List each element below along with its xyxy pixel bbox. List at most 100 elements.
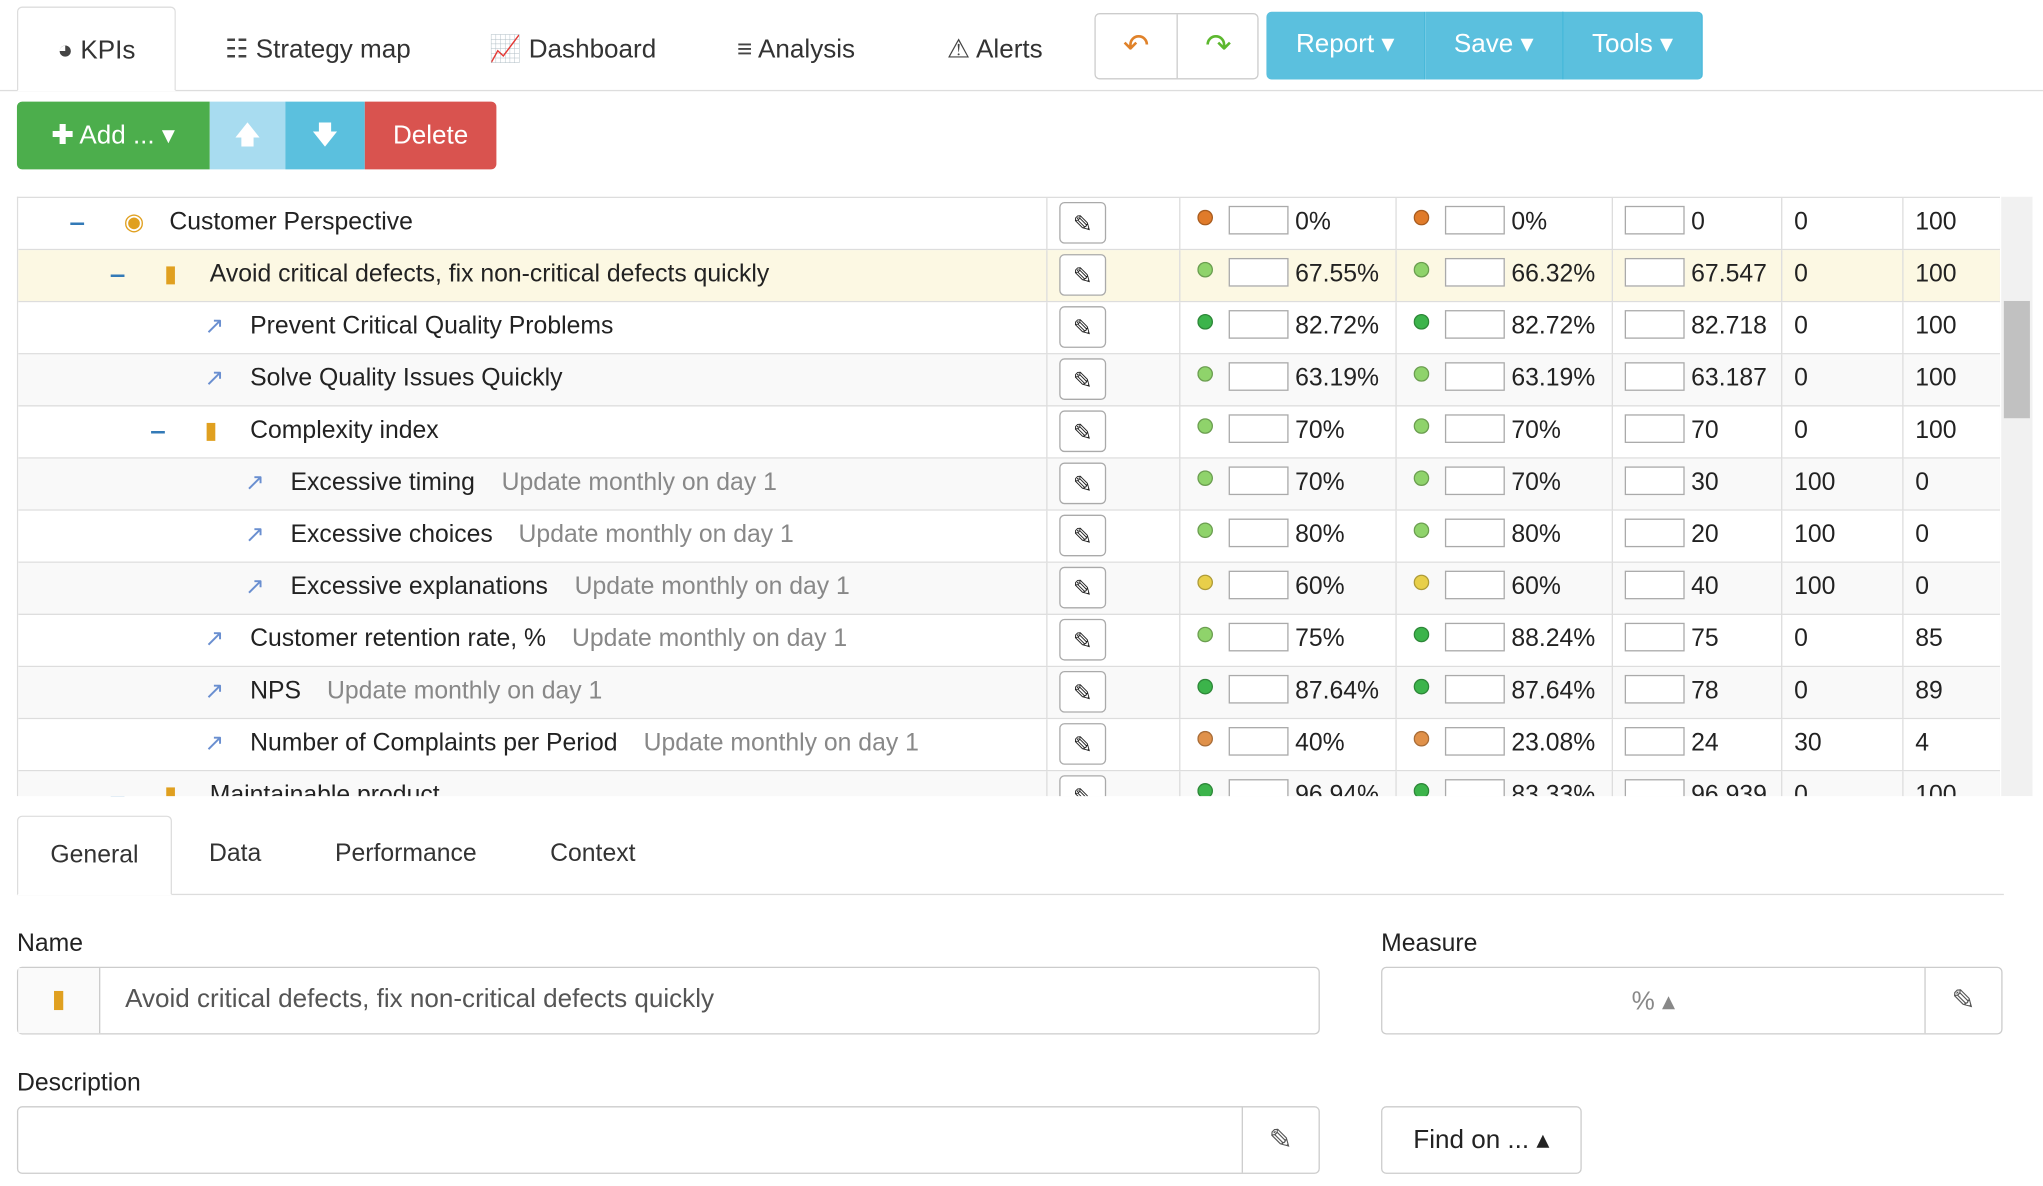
table-row[interactable]: ↗ Excessive choices Update monthly on day … — [18, 510, 2000, 563]
menu-button[interactable]: Tools ▾ — [1563, 11, 1703, 80]
kpi-name[interactable]: Customer Perspective — [169, 208, 413, 236]
details-tab[interactable]: Context — [550, 840, 636, 868]
kpi-name[interactable]: Excessive choices — [290, 521, 493, 549]
cell — [1047, 198, 1181, 251]
toolbar-tab[interactable]: 📈 Dashboard — [489, 35, 657, 64]
bar-box — [1624, 727, 1685, 756]
menu-button[interactable]: Save ▾ — [1425, 11, 1564, 80]
table-row[interactable]: ↗ Solve Quality Issues Quickly ✎ 63.19% 63.1… — [18, 354, 2000, 407]
table-row[interactable]: ‒ ◉ Customer Perspective ✎ 0% 0% 0 0 100 — [18, 198, 2000, 251]
status-dot — [1413, 522, 1430, 539]
description-edit[interactable]: ✎ — [1241, 1107, 1319, 1173]
cell — [1396, 719, 1613, 772]
table-row[interactable]: ↗ Prevent Critical Quality Problems ✎ 82.72… — [18, 302, 2000, 355]
cell-value: 100 — [1794, 521, 1836, 549]
table-row[interactable]: ↗ Excessive timing Update monthly on day 1… — [18, 458, 2000, 511]
kpi-name[interactable]: Excessive timing — [290, 469, 475, 497]
edit-button[interactable]: ✎ — [1059, 410, 1107, 453]
table-row[interactable]: ‒ ▮ Maintainable product ✎ 96.94% 83.33% 96.93… — [18, 771, 2000, 797]
name-input[interactable]: ▮ Avoid critical defects, fix non-critic… — [16, 966, 1320, 1035]
kpi-name[interactable]: Solve Quality Issues Quickly — [250, 364, 563, 393]
cell-value: 63.19% — [1295, 364, 1380, 393]
edit-button[interactable]: ✎ — [1059, 670, 1107, 713]
down-button[interactable]: 🡇 — [285, 101, 365, 170]
bar-box — [1444, 414, 1505, 443]
add-button[interactable]: ✚ Add ... ▾ — [16, 101, 210, 170]
cell — [1782, 354, 1904, 407]
kpi-name[interactable]: Excessive explanations — [290, 573, 548, 601]
table-row[interactable]: ‒ ▮ Avoid critical defects, fix non-critic… — [18, 250, 2000, 303]
cell-value: 0 — [1794, 416, 1808, 445]
edit-button[interactable]: ✎ — [1059, 723, 1107, 765]
description-label: Description — [16, 1069, 141, 1098]
bar-box — [1444, 310, 1505, 339]
cell — [1903, 511, 2000, 563]
measure-edit[interactable]: ✎ — [1924, 968, 2001, 1034]
edit-button[interactable]: ✎ — [1059, 462, 1107, 505]
edit-button[interactable]: ✎ — [1059, 358, 1107, 400]
table-row[interactable]: ↗ Number of Complaints per Period Update m… — [18, 719, 2000, 772]
collapse-toggle[interactable]: ‒ — [151, 418, 165, 446]
cell-value: 80% — [1295, 521, 1345, 549]
cell — [1903, 459, 2000, 511]
details-line — [16, 893, 2004, 896]
details-tab[interactable]: General — [16, 815, 172, 896]
find-button[interactable]: Find on ... ▴ — [1381, 1106, 1582, 1174]
measure-select[interactable]: % ▴ — [1631, 987, 1676, 1017]
kpi-name[interactable]: Avoid critical defects, fix non-critical… — [209, 260, 770, 288]
redo[interactable]: ↷ — [1205, 28, 1232, 64]
bar-box — [1624, 570, 1685, 600]
undo-redo[interactable]: ↶ ↷ — [1094, 13, 1259, 80]
cell-value: 100 — [1915, 416, 1957, 445]
undo[interactable]: ↶ — [1096, 14, 1178, 79]
edit-button[interactable]: ✎ — [1059, 566, 1107, 609]
toolbar-tab[interactable]: ≡ Analysis — [737, 35, 856, 64]
table-row[interactable]: ↗ Customer retention rate, % Update monthl… — [18, 614, 2000, 668]
description-input[interactable]: ✎ — [16, 1106, 1320, 1174]
collapse-toggle[interactable]: ‒ — [110, 261, 125, 290]
delete-button[interactable]: Delete — [364, 101, 497, 170]
table-row[interactable]: ‒ ▮ Complexity index ✎ 70% 70% 70 0 100 — [18, 406, 2000, 459]
edit-button[interactable]: ✎ — [1059, 775, 1107, 797]
cell — [1612, 458, 1783, 511]
kpi-name[interactable]: Prevent Critical Quality Problems — [250, 312, 614, 341]
cell — [1180, 667, 1397, 720]
edit-button[interactable]: ✎ — [1059, 201, 1107, 244]
kpi-name[interactable]: NPS — [250, 677, 302, 705]
kpi-icon: ↗ — [204, 312, 225, 339]
kpi-name[interactable]: Number of Complaints per Period — [250, 729, 618, 757]
collapse-toggle[interactable]: ‒ — [111, 783, 125, 796]
collapse-toggle[interactable]: ‒ — [70, 209, 85, 238]
table-row[interactable]: ↗ Excessive explanations Update monthly on… — [18, 562, 2000, 615]
cell — [1612, 250, 1783, 303]
kpi-name[interactable]: Customer retention rate, % — [250, 625, 546, 653]
kpi-name[interactable]: Complexity index — [250, 416, 439, 445]
cell-value: 70% — [1295, 469, 1345, 497]
details-tab[interactable]: Performance — [334, 840, 477, 868]
edit-button[interactable]: ✎ — [1059, 618, 1107, 661]
cell-value: 67.55% — [1295, 260, 1380, 288]
cell — [1396, 458, 1613, 511]
menu-button[interactable]: Report ▾ — [1266, 11, 1426, 80]
scroll-thumb[interactable] — [2003, 300, 2030, 419]
edit-button[interactable]: ✎ — [1059, 514, 1107, 557]
up-button[interactable]: 🡅 — [209, 101, 286, 170]
cell-value: 87.64% — [1511, 677, 1596, 705]
toolbar-tab[interactable]: ☷ Strategy map — [225, 35, 411, 64]
scrollbar[interactable] — [2001, 196, 2033, 797]
status-dot — [1197, 574, 1213, 591]
cell — [18, 771, 1048, 797]
measure-input[interactable]: % ▴ ✎ — [1381, 966, 2003, 1035]
details-tab[interactable]: Data — [209, 840, 262, 868]
cell-value: 0% — [1511, 208, 1548, 236]
toolbar-tab[interactable]: ◕ KPIs — [16, 6, 176, 92]
kpi-name[interactable]: Maintainable product — [209, 781, 440, 797]
cell — [1903, 198, 2000, 251]
edit-button[interactable]: ✎ — [1059, 306, 1107, 348]
bar-box — [1444, 362, 1505, 391]
toolbar-tab[interactable]: ⚠ Alerts — [946, 35, 1043, 64]
table-row[interactable]: ↗ NPS Update monthly on day 1 ✎ 87.64% 87.64%… — [18, 667, 2000, 720]
cell-value: 66.32% — [1511, 260, 1596, 288]
edit-button[interactable]: ✎ — [1059, 254, 1107, 296]
status-dot — [1413, 678, 1430, 695]
